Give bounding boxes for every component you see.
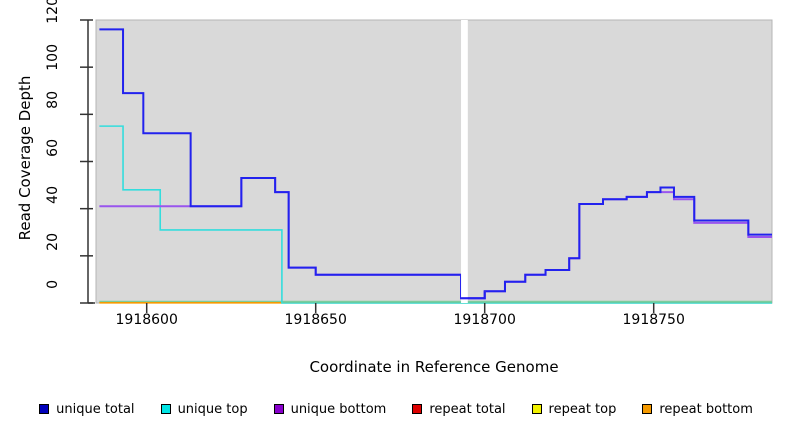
legend-swatch-icon <box>160 404 171 414</box>
legend-swatch-icon <box>531 404 542 414</box>
plot-background <box>95 19 773 304</box>
legend-swatch-icon <box>273 404 284 414</box>
legend-item[interactable]: repeat total <box>412 401 506 417</box>
legend-swatch-icon <box>39 404 50 414</box>
x-tick-label: 1918650 <box>284 312 347 328</box>
legend-swatch-icon <box>642 404 653 414</box>
legend-label: repeat bottom <box>659 401 753 417</box>
legend-item[interactable]: repeat bottom <box>642 402 753 417</box>
legend-item[interactable]: unique top <box>160 401 248 417</box>
chart-legend: unique total unique top unique bottom repea… <box>0 396 792 422</box>
legend-label: unique total <box>56 401 135 417</box>
legend-item[interactable]: unique total <box>39 401 135 417</box>
series-gap-segment-unique-total <box>461 291 486 300</box>
series-line-unique-total <box>99 28 772 300</box>
coverage-gap-band <box>461 20 468 303</box>
series-line-unique-top <box>99 125 772 304</box>
legend-label: unique top <box>177 401 248 417</box>
legend-label: repeat total <box>429 401 506 417</box>
x-tick-label: 1918750 <box>622 312 685 328</box>
x-tick-label: 1918700 <box>453 312 516 328</box>
x-tick-label: 1918600 <box>115 312 178 328</box>
legend-item[interactable]: repeat top <box>531 401 617 417</box>
legend-swatch-icon <box>412 404 423 414</box>
legend-label: repeat top <box>548 401 617 417</box>
legend-item[interactable]: unique bottom <box>273 401 387 417</box>
legend-label: unique bottom <box>290 401 387 417</box>
x-axis-label: Coordinate in Reference Genome <box>309 358 559 376</box>
